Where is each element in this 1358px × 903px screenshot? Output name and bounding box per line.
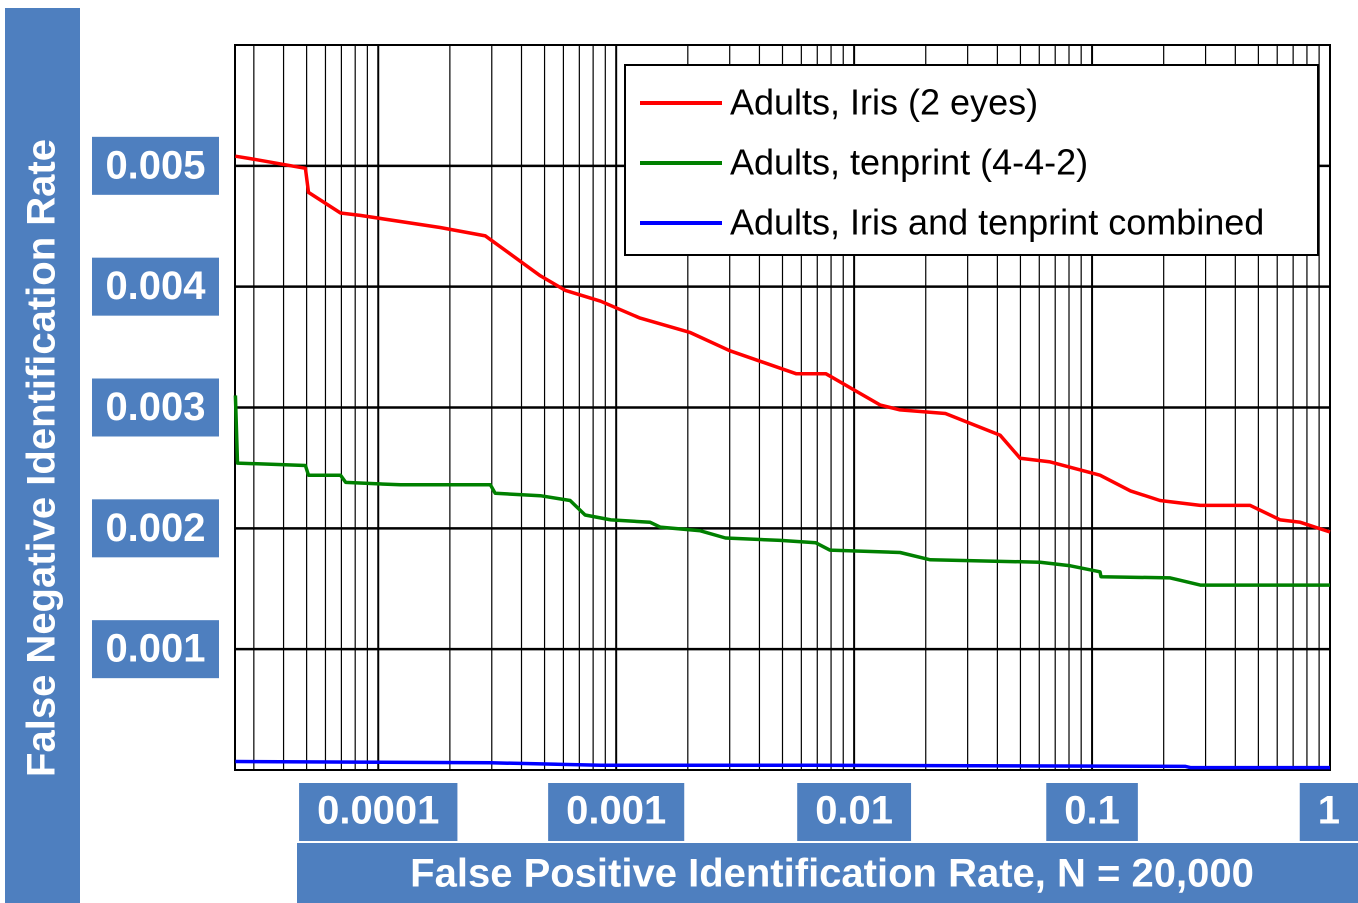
x-tick-box	[548, 783, 685, 841]
y-tick-label: 0.005	[105, 143, 205, 187]
y-tick-box	[92, 257, 219, 316]
x-tick-box	[1046, 783, 1138, 841]
x-tick-label: 1	[1318, 789, 1340, 833]
x-tick-label: 0.0001	[317, 789, 439, 833]
legend-box	[624, 64, 1319, 256]
x-tick-label: 0.1	[1064, 789, 1120, 833]
x-tick-label: 0.001	[566, 789, 666, 833]
legend-label: Adults, Iris (2 eyes)	[730, 82, 1038, 123]
x-tick-box	[299, 783, 458, 841]
x-tick-label: 0.01	[815, 789, 893, 833]
series-line	[233, 395, 1330, 587]
y-tick-box	[92, 620, 219, 679]
y-tick-box	[92, 499, 219, 558]
y-tick-label: 0.004	[105, 264, 206, 308]
legend-label: Adults, tenprint (4-4-2)	[730, 142, 1088, 183]
y-tick-label: 0.003	[105, 385, 205, 429]
legend-label: Adults, Iris and tenprint combined	[730, 202, 1264, 243]
y-tick-box	[92, 378, 219, 437]
x-title-box	[297, 843, 1358, 903]
series-line	[235, 154, 1331, 534]
x-axis-title: False Positive Identification Rate, N = …	[410, 852, 1254, 896]
y-tick-label: 0.001	[105, 627, 205, 671]
series-line	[235, 759, 1330, 770]
y-axis-title: False Negative Identification Rate	[20, 139, 64, 777]
x-tick-box	[797, 783, 912, 841]
y-tick-box	[92, 136, 219, 195]
x-tick-box	[1299, 783, 1358, 841]
y-title-box	[5, 8, 80, 903]
y-tick-label: 0.002	[105, 506, 205, 550]
